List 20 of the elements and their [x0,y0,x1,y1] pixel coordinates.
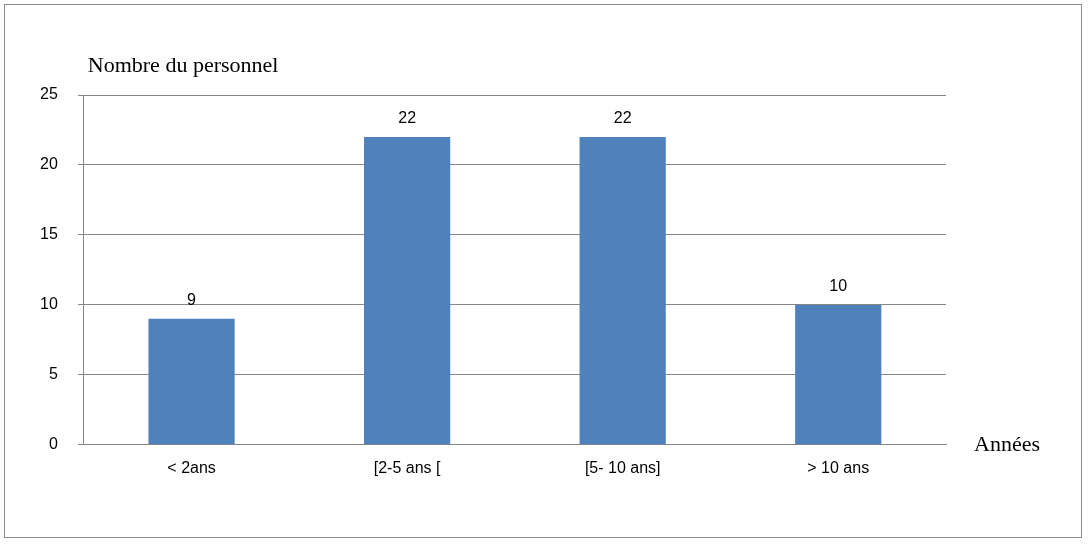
y-tick-label: 25 [40,85,58,103]
y-tick-label: 20 [40,155,58,173]
x-tick-label: [5- 10 ans] [584,458,661,476]
y-tick-label: 15 [40,225,58,243]
y-tick-label: 0 [48,435,58,453]
data-label: 10 [829,277,848,295]
y-axis-title: Nombre du personnel [87,51,279,77]
x-tick-label: < 2ans [167,458,216,476]
bar [579,136,666,445]
bar [795,304,882,445]
x-tick-label: > 10 ans [807,458,870,476]
data-label: 22 [398,109,417,127]
bar [148,318,235,445]
y-tick-label: 10 [40,295,58,313]
y-tick-label: 5 [48,365,58,383]
x-axis-title: Années [974,430,1040,456]
x-tick-label: [2-5 ans [ [373,458,442,476]
bar [364,136,451,445]
data-label: 9 [187,291,197,309]
data-label: 22 [613,109,632,127]
